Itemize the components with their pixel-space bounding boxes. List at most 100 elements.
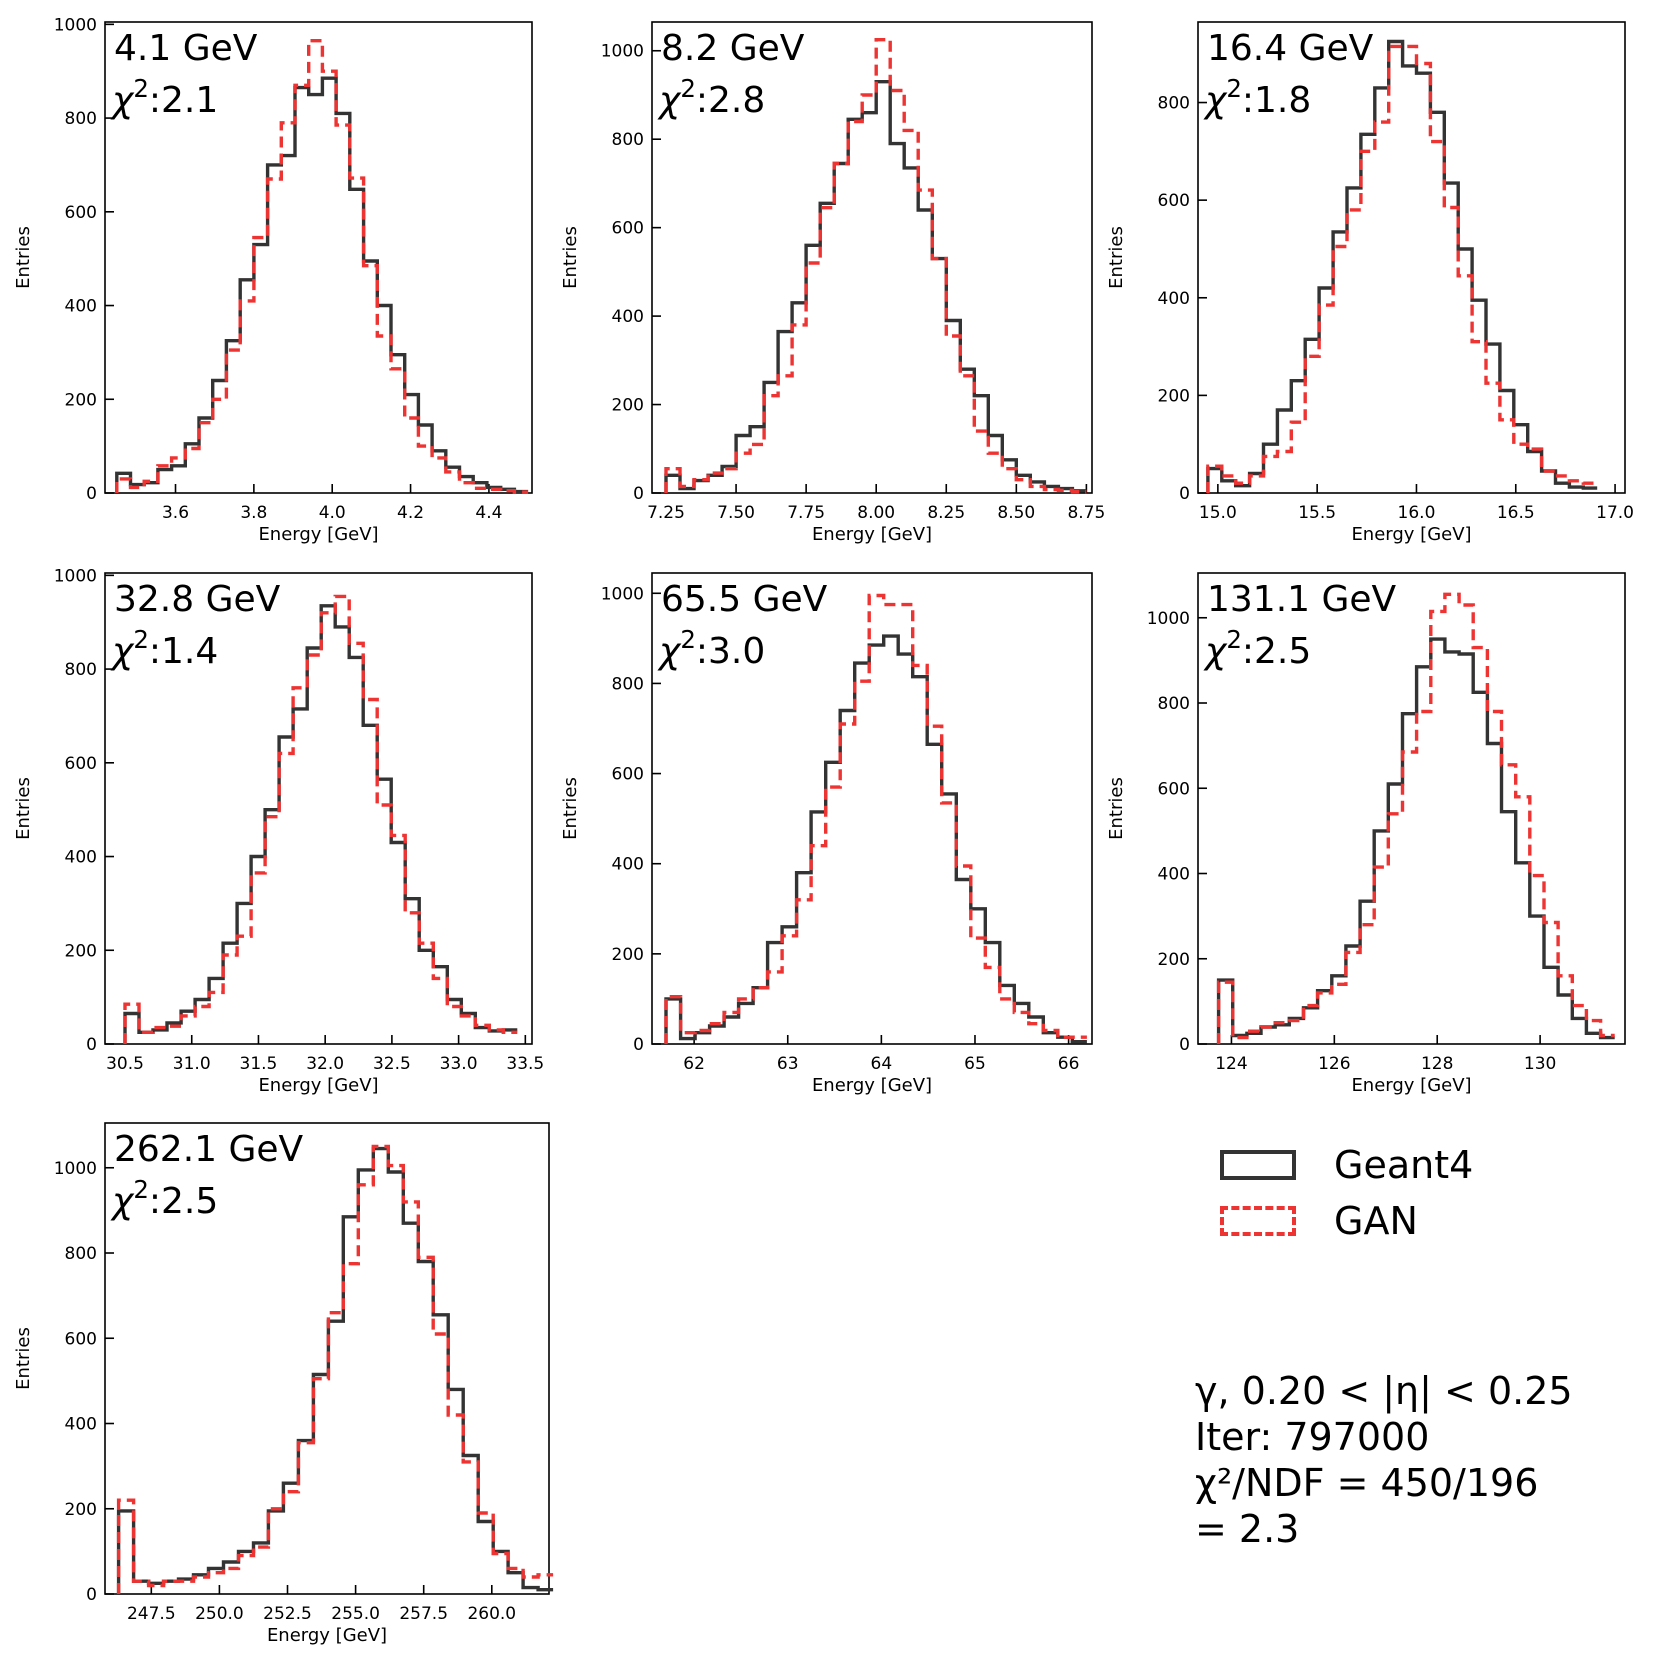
x-tick-label: 255.0 bbox=[331, 1604, 380, 1624]
x-tick-label: 63 bbox=[777, 1054, 799, 1074]
x-tick-label: 33.0 bbox=[440, 1054, 478, 1074]
panel-energy-title: 262.1 GeV bbox=[114, 1129, 304, 1170]
x-tick-label: 128 bbox=[1421, 1054, 1453, 1074]
y-tick-label: 200 bbox=[1158, 386, 1190, 406]
y-tick-label: 0 bbox=[86, 484, 97, 504]
y-tick-label: 400 bbox=[65, 297, 97, 317]
y-tick-label: 400 bbox=[1158, 289, 1190, 309]
panel-chi2-label: χ2:1.4 bbox=[110, 625, 218, 672]
x-axis-label: Energy [GeV] bbox=[258, 524, 378, 545]
y-axis-label: Entries bbox=[13, 1327, 34, 1390]
histogram-panel-4: 30.5 31.0 31.5 32.0 32.5 33.0 33.5 0 200 400 600 80… bbox=[13, 566, 544, 1096]
x-tick-label: 15.0 bbox=[1199, 503, 1237, 523]
info-iteration: Iter: 797000 bbox=[1195, 1415, 1430, 1459]
y-axis-label: Entries bbox=[13, 777, 34, 840]
y-tick-label: 400 bbox=[612, 307, 644, 327]
panel-chi2-label: χ2:1.8 bbox=[1203, 74, 1311, 121]
y-tick-label: 0 bbox=[1179, 484, 1190, 504]
y-tick-label: 800 bbox=[65, 660, 97, 680]
y-tick-label: 800 bbox=[1158, 94, 1190, 114]
histogram-panel-5: 62 63 64 65 66 0 200 400 600 800 1000 Energy [GeV] E… bbox=[560, 572, 1093, 1096]
x-axis-label: Energy [GeV] bbox=[812, 1075, 932, 1096]
x-tick-label: 260.0 bbox=[467, 1604, 516, 1624]
geant4-histogram-line bbox=[664, 80, 1087, 493]
x-tick-label: 7.25 bbox=[647, 503, 685, 523]
y-tick-label: 1000 bbox=[601, 42, 644, 62]
gan-histogram-line bbox=[1216, 592, 1615, 1044]
y-tick-label: 800 bbox=[612, 130, 644, 150]
histogram-panel-3: 15.0 15.5 16.0 16.5 17.0 0 200 400 600 800 Energy … bbox=[1106, 21, 1634, 545]
gan-histogram-line bbox=[664, 593, 1087, 1044]
info-chi2-value: = 2.3 bbox=[1195, 1507, 1300, 1551]
plot-frame bbox=[104, 21, 533, 494]
y-tick-label: 800 bbox=[1158, 694, 1190, 714]
x-tick-label: 257.5 bbox=[399, 1604, 448, 1624]
legend-label-gan: GAN bbox=[1334, 1199, 1418, 1243]
gan-histogram-line bbox=[123, 594, 518, 1044]
x-tick-label: 31.0 bbox=[173, 1054, 211, 1074]
y-tick-label: 600 bbox=[612, 765, 644, 785]
x-tick-label: 30.5 bbox=[106, 1054, 144, 1074]
legend-entry-geant4: Geant4 bbox=[1220, 1140, 1473, 1190]
x-tick-label: 31.5 bbox=[240, 1054, 278, 1074]
y-axis-label: Entries bbox=[13, 226, 34, 289]
geant4-histogram-line bbox=[664, 634, 1087, 1044]
y-tick-label: 200 bbox=[65, 941, 97, 961]
y-tick-label: 200 bbox=[612, 945, 644, 965]
x-tick-label: 16.5 bbox=[1497, 503, 1535, 523]
y-tick-label: 200 bbox=[65, 390, 97, 410]
plot-frame bbox=[104, 572, 533, 1045]
panel-chi2-label: χ2:3.0 bbox=[657, 625, 765, 672]
x-axis-label: Energy [GeV] bbox=[258, 1075, 378, 1096]
y-tick-label: 1000 bbox=[1147, 609, 1190, 629]
gan-swatch bbox=[1220, 1206, 1296, 1236]
x-tick-label: 4.0 bbox=[319, 503, 346, 523]
histogram-panel-2: 7.25 7.50 7.75 8.00 8.25 8.50 8.75 0 200 400 600 80… bbox=[560, 21, 1105, 545]
y-axis-label: Entries bbox=[560, 777, 581, 840]
gan-histogram-line bbox=[115, 39, 529, 494]
y-tick-label: 600 bbox=[1158, 779, 1190, 799]
x-tick-label: 65 bbox=[964, 1054, 986, 1074]
panel-chi2-label: χ2:2.5 bbox=[1203, 625, 1311, 672]
legend: Geant4 GAN bbox=[1220, 1140, 1520, 1270]
x-tick-label: 8.25 bbox=[927, 503, 965, 523]
panel-energy-title: 65.5 GeV bbox=[661, 579, 828, 620]
plot-frame bbox=[651, 572, 1093, 1045]
x-tick-label: 4.2 bbox=[397, 503, 424, 523]
y-tick-label: 800 bbox=[65, 109, 97, 129]
y-tick-label: 400 bbox=[1158, 865, 1190, 885]
y-tick-label: 600 bbox=[1158, 191, 1190, 211]
x-tick-label: 17.0 bbox=[1596, 503, 1634, 523]
y-tick-label: 200 bbox=[1158, 950, 1190, 970]
x-tick-label: 66 bbox=[1058, 1054, 1080, 1074]
x-tick-label: 15.5 bbox=[1298, 503, 1336, 523]
y-tick-label: 1000 bbox=[54, 15, 97, 35]
x-tick-label: 8.50 bbox=[997, 503, 1035, 523]
y-tick-label: 1000 bbox=[54, 1159, 97, 1179]
y-tick-label: 400 bbox=[612, 855, 644, 875]
x-tick-label: 3.8 bbox=[240, 503, 267, 523]
panel-chi2-label: χ2:2.8 bbox=[657, 74, 765, 121]
histogram-panel-6: 124 126 128 130 0 200 400 600 800 1000 Energy [GeV… bbox=[1106, 572, 1626, 1096]
x-axis-label: Energy [GeV] bbox=[812, 524, 932, 545]
panel-energy-title: 8.2 GeV bbox=[661, 28, 805, 69]
x-tick-label: 16.0 bbox=[1398, 503, 1436, 523]
x-tick-label: 8.75 bbox=[1067, 503, 1105, 523]
legend-entry-gan: GAN bbox=[1220, 1196, 1418, 1246]
x-axis-label: Energy [GeV] bbox=[267, 1625, 387, 1646]
x-tick-label: 250.0 bbox=[195, 1604, 244, 1624]
x-axis-label: Energy [GeV] bbox=[1351, 524, 1471, 545]
y-tick-label: 0 bbox=[633, 484, 644, 504]
x-tick-label: 252.5 bbox=[263, 1604, 312, 1624]
gan-histogram-line bbox=[116, 1144, 554, 1594]
y-tick-label: 0 bbox=[633, 1035, 644, 1055]
x-tick-label: 126 bbox=[1318, 1054, 1350, 1074]
panel-energy-title: 4.1 GeV bbox=[114, 28, 258, 69]
y-tick-label: 200 bbox=[612, 396, 644, 416]
geant4-swatch bbox=[1220, 1150, 1296, 1180]
gan-histogram-line bbox=[664, 38, 1087, 494]
x-tick-label: 32.0 bbox=[306, 1054, 344, 1074]
y-axis-label: Entries bbox=[560, 226, 581, 289]
y-tick-label: 1000 bbox=[54, 566, 97, 586]
